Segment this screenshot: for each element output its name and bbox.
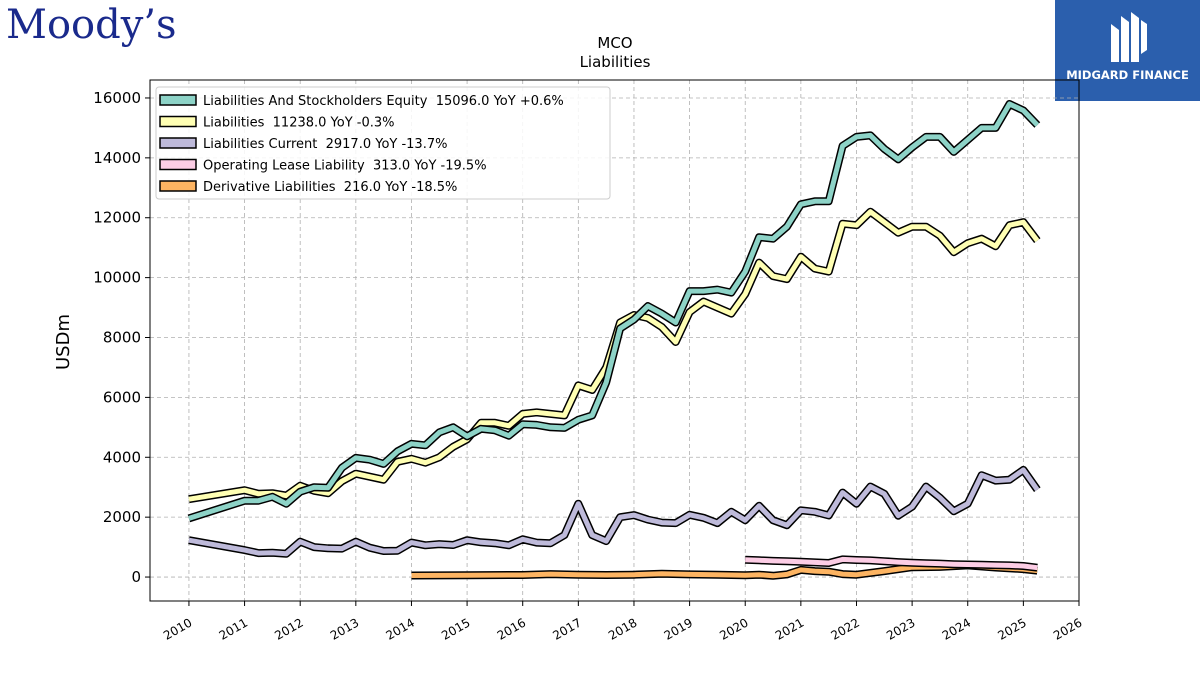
operating-lease-liability-line: [745, 556, 1038, 571]
x-tick-label: 2016: [495, 615, 528, 642]
midgard-finance-wordmark: MIDGARD FINANCE: [1066, 68, 1189, 82]
legend-swatch: [159, 158, 197, 171]
y-axis-label: USDm: [53, 314, 74, 370]
axis-ticks: 2010 2011 2012 2013 2014 2015 2016 2017 2018 2019…: [93, 89, 1084, 643]
legend-swatch: [159, 137, 197, 149]
y-tick-label: 6000: [103, 388, 141, 406]
y-tick-label: 8000: [103, 329, 141, 347]
x-tick-label: 2015: [439, 615, 472, 642]
x-tick-label: 2011: [217, 615, 250, 642]
liabilities-current-line: [188, 467, 1040, 557]
series-lines: [187, 100, 1041, 580]
x-tick-label: 2026: [1051, 615, 1084, 642]
y-tick-label: 4000: [103, 448, 141, 466]
x-tick-label: 2018: [606, 615, 639, 642]
x-tick-label: 2022: [829, 615, 862, 642]
x-tick-label: 2017: [550, 615, 583, 642]
x-tick-label: 2020: [717, 615, 750, 642]
legend-swatch: [159, 115, 197, 128]
moodys-logo: Moody’s: [6, 2, 177, 48]
legend-swatch: [159, 94, 197, 106]
liabilities-current-line-outline: [188, 465, 1041, 558]
chart-subtitle: Liabilities: [580, 53, 651, 71]
chart-title: MCO: [597, 34, 632, 52]
liabilities-and-stockholders-equity-line: [188, 101, 1040, 521]
legend-label: Liabilities And Stockholders Equity 1509…: [203, 94, 564, 109]
y-tick-label: 14000: [93, 149, 141, 167]
y-tick-label: 2000: [103, 508, 141, 526]
x-tick-label: 2013: [328, 615, 361, 642]
legend-label: Derivative Liabilities 216.0 YoY -18.5%: [203, 180, 457, 195]
plot-frame: [149, 79, 1080, 602]
y-tick-label: 12000: [93, 209, 141, 227]
legend-label: Operating Lease Liability 313.0 YoY -19.…: [203, 159, 487, 174]
y-tick-label: 0: [131, 568, 141, 586]
midgard-finance-logo: MIDGARD FINANCE: [1055, 0, 1200, 101]
midgard-emblem-icon: [1111, 12, 1147, 62]
legend-box: [155, 86, 611, 200]
y-tick-label: 16000: [93, 89, 141, 107]
x-tick-label: 2024: [940, 615, 973, 642]
y-tick-label: 10000: [93, 269, 141, 287]
legend: Liabilities And Stockholders Equity 1509…: [155, 86, 611, 200]
x-tick-label: 2010: [161, 615, 194, 642]
legend-label: Liabilities Current 2917.0 YoY -13.7%: [203, 137, 447, 152]
x-tick-label: 2025: [995, 615, 1028, 642]
legend-swatch: [159, 180, 197, 192]
legend-label: Liabilities 11238.0 YoY -0.3%: [203, 116, 395, 131]
x-tick-label: 2021: [773, 615, 806, 642]
x-tick-label: 2023: [884, 615, 917, 642]
x-tick-label: 2012: [272, 615, 305, 642]
x-tick-label: 2014: [384, 615, 417, 642]
x-tick-label: 2019: [662, 615, 695, 642]
